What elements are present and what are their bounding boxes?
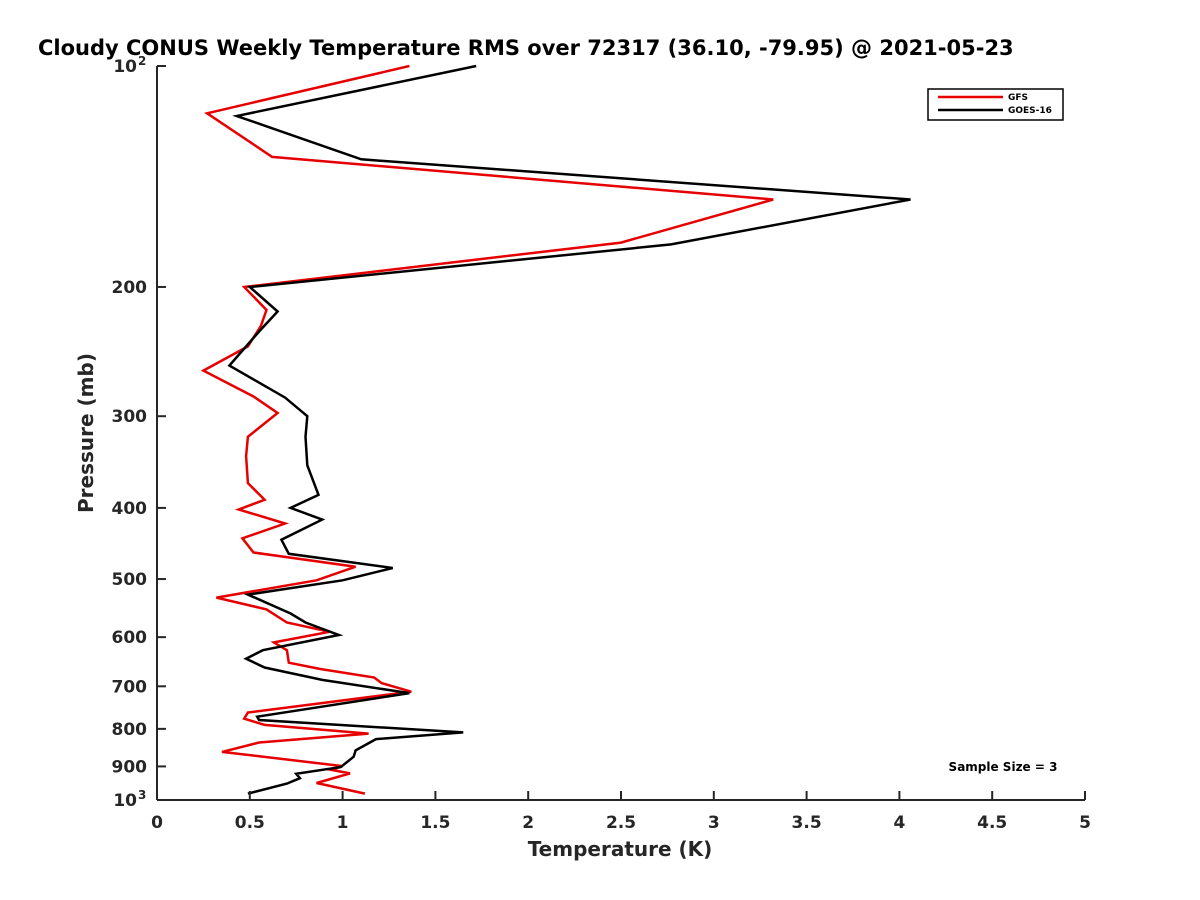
y-tick-label: 600	[112, 628, 148, 648]
y-tick-label: 300	[112, 407, 148, 427]
y-tick-label: 900	[112, 757, 148, 777]
y-tick-label: 10	[113, 57, 137, 77]
y-tick-label: 200	[112, 278, 148, 298]
x-axis-label: Temperature (K)	[528, 837, 713, 861]
x-tick-label: 5	[1079, 813, 1091, 833]
y-axis-label: Pressure (mb)	[74, 353, 98, 513]
legend-box	[927, 88, 1064, 121]
x-tick-label: 4	[893, 813, 905, 833]
series-line-goes-16	[227, 64, 911, 795]
x-tick-label: 3.5	[792, 813, 822, 833]
y-tick-label: 700	[112, 677, 148, 697]
chart-title: Cloudy CONUS Weekly Temperature RMS over…	[38, 36, 1014, 60]
x-tick-label: 2	[522, 813, 534, 833]
sample-size-annotation: Sample Size = 3	[949, 760, 1058, 774]
y-tick-exponent: 2	[138, 54, 146, 68]
legend-label-gfs: GFS	[1008, 93, 1028, 103]
x-tick-label: 3	[708, 813, 720, 833]
y-tick-label: 10	[113, 791, 137, 811]
x-tick-label: 0	[151, 813, 163, 833]
x-tick-label: 2.5	[606, 813, 636, 833]
x-tick-label: 0.5	[235, 813, 265, 833]
y-tick-label: 800	[112, 720, 148, 740]
legend: GFS GOES-16	[927, 88, 1064, 121]
legend-label-goes-16: GOES-16	[1008, 106, 1052, 116]
x-axis-ticks: 0 0.5 1 1.5 2 2.5 3 3.5 4 4.5 5	[151, 791, 1091, 833]
y-tick-label: 400	[112, 499, 148, 519]
x-tick-label: 1	[337, 813, 349, 833]
plot-area	[200, 64, 911, 795]
x-tick-label: 4.5	[977, 813, 1007, 833]
series-line-gfs	[200, 64, 774, 795]
x-tick-label: 1.5	[420, 813, 450, 833]
y-tick-label: 500	[112, 570, 148, 590]
y-tick-exponent: 3	[138, 788, 146, 802]
